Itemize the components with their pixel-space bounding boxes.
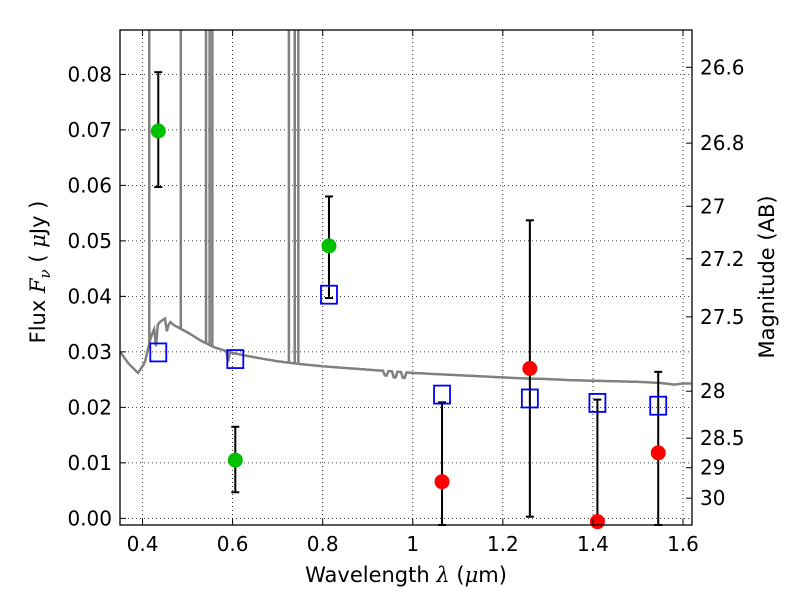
data-point-square (433, 384, 451, 405)
y-tick-label: 0.03 (67, 340, 112, 364)
data-point-circle (589, 514, 605, 530)
axis-ticks: 0.4 0.6 0.8 1 1.2 1.4 1.6 0.00 0.01 0.02 0.03 0.04 0… (67, 30, 745, 556)
y-tick-label: 0.06 (67, 173, 112, 197)
y-tick-label: 0.04 (67, 284, 112, 308)
mag-tick-label: 29 (700, 456, 725, 480)
mag-tick-label: 27.5 (700, 305, 745, 329)
y-tick-label: 0.05 (67, 229, 112, 253)
x-tick-label: 1 (406, 532, 419, 556)
data-point-circle (650, 445, 666, 461)
x-tick-label: 1.6 (667, 532, 699, 556)
spectrum-layer (119, 30, 692, 386)
mag-tick-label: 30 (700, 486, 725, 510)
data-point-circle (321, 238, 337, 254)
data-point-square (320, 284, 338, 305)
x-tick-label: 0.4 (127, 532, 159, 556)
mag-tick-label: 28 (700, 379, 725, 403)
y2-axis-title: Magnitude (AB) (755, 195, 779, 358)
data-point-square (226, 349, 245, 369)
x-tick-label: 0.6 (217, 532, 249, 556)
data-point-circle (434, 474, 450, 490)
data-point-circle (150, 123, 166, 139)
y-tick-label: 0.00 (67, 506, 112, 530)
data-point-square (149, 342, 168, 363)
data-point-square (588, 393, 607, 413)
mag-tick-label: 26.6 (700, 55, 745, 79)
x-tick-label: 1.2 (487, 532, 519, 556)
mag-tick-label: 26.8 (700, 131, 745, 155)
data-point-circle (522, 361, 538, 377)
y-axis-title: Flux Fν ( μJy ) (26, 201, 54, 344)
y-tick-label: 0.08 (67, 62, 112, 86)
y-tick-label: 0.01 (67, 451, 112, 475)
data-markers (149, 123, 668, 530)
plot-frame (119, 29, 693, 526)
data-point-circle (227, 452, 243, 468)
x-tick-label: 0.8 (307, 532, 339, 556)
spectrum-continuum (119, 316, 692, 386)
mag-tick-label: 27.2 (700, 247, 745, 271)
mag-tick-label: 27 (700, 194, 725, 218)
x-axis-title: Wavelength λ (μm) (305, 563, 507, 587)
y-tick-label: 0.07 (67, 118, 112, 142)
mag-tick-label: 28.5 (700, 426, 745, 450)
data-point-square (649, 395, 668, 416)
x-tick-label: 1.4 (577, 532, 609, 556)
data-point-square (520, 388, 539, 409)
y-tick-label: 0.02 (67, 395, 112, 419)
